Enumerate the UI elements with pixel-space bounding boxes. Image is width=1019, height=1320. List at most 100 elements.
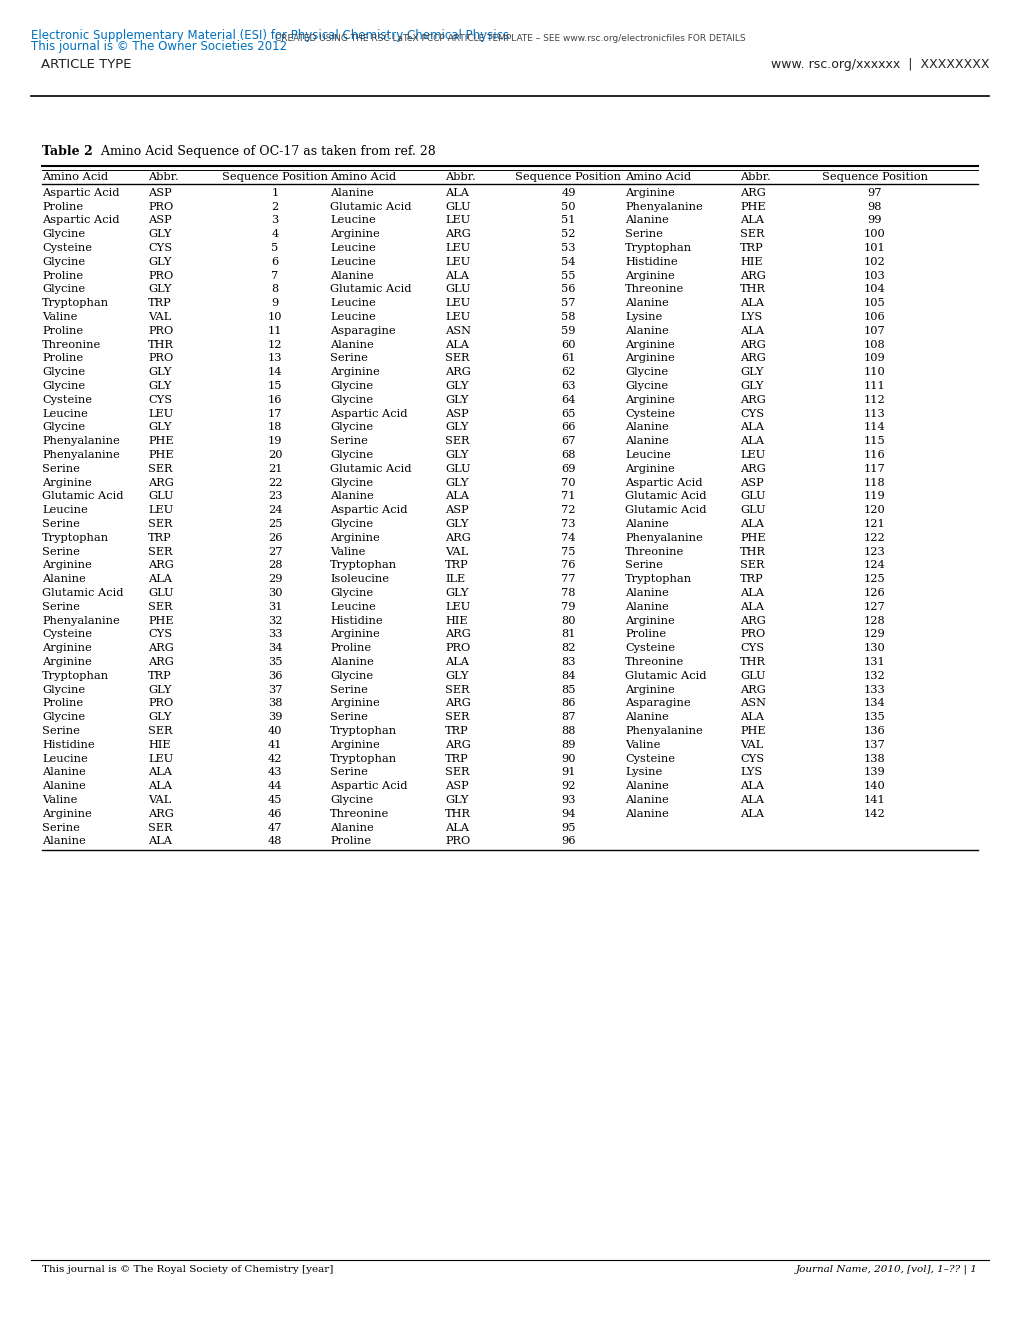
Text: Threonine: Threonine [330,809,389,818]
Text: 52: 52 [560,230,575,239]
Text: Histidine: Histidine [330,615,382,626]
Text: Glycine: Glycine [625,367,667,378]
Text: Glycine: Glycine [42,367,85,378]
Text: 68: 68 [560,450,575,459]
Text: CREATED USING THE RSC LaTeX PCCP ARTICLE TEMPLATE – SEE www.rsc.org/electronicfi: CREATED USING THE RSC LaTeX PCCP ARTICLE… [274,34,745,44]
Text: 81: 81 [560,630,575,639]
Text: GLY: GLY [444,587,468,598]
Text: CYS: CYS [739,754,763,763]
Text: 137: 137 [863,739,886,750]
Text: Alanine: Alanine [42,574,86,585]
Text: 50: 50 [560,202,575,211]
Text: 44: 44 [267,781,282,791]
Text: ASP: ASP [148,215,171,226]
Text: ARG: ARG [739,615,765,626]
Text: Arginine: Arginine [330,533,379,543]
Text: VAL: VAL [148,312,171,322]
Text: Leucine: Leucine [330,215,375,226]
Text: 62: 62 [560,367,575,378]
Text: 35: 35 [267,657,282,667]
Text: Leucine: Leucine [330,602,375,611]
Text: 55: 55 [560,271,575,281]
Text: ARG: ARG [148,478,173,487]
Text: Arginine: Arginine [330,230,379,239]
Text: 83: 83 [560,657,575,667]
Text: 82: 82 [560,643,575,653]
Text: 118: 118 [863,478,886,487]
Text: Lysine: Lysine [625,767,661,777]
Text: GLY: GLY [444,395,468,405]
Text: 120: 120 [863,506,886,515]
Text: 56: 56 [560,284,575,294]
Text: Threonine: Threonine [625,546,684,557]
Text: Cysteine: Cysteine [42,630,92,639]
Text: 111: 111 [863,381,886,391]
Text: 91: 91 [560,767,575,777]
Text: Serine: Serine [330,685,368,694]
Text: Phenyalanine: Phenyalanine [625,202,702,211]
Text: 14: 14 [267,367,282,378]
Text: Leucine: Leucine [330,298,375,308]
Text: PRO: PRO [148,354,173,363]
Text: Glycine: Glycine [42,422,85,433]
Text: Serine: Serine [42,519,79,529]
Text: 39: 39 [267,713,282,722]
Text: LYS: LYS [739,767,761,777]
Text: Serine: Serine [42,463,79,474]
Text: 54: 54 [560,257,575,267]
Text: 124: 124 [863,561,886,570]
Text: GLU: GLU [444,463,470,474]
Text: GLU: GLU [444,202,470,211]
Text: 94: 94 [560,809,575,818]
Text: 128: 128 [863,615,886,626]
Text: PRO: PRO [739,630,764,639]
Text: Glutamic Acid: Glutamic Acid [625,506,706,515]
Text: 110: 110 [863,367,886,378]
Text: Arginine: Arginine [625,339,675,350]
Text: ASP: ASP [739,478,763,487]
Text: THR: THR [148,339,174,350]
Text: HIE: HIE [444,615,467,626]
Text: 10: 10 [267,312,282,322]
Text: TRP: TRP [444,726,468,737]
Text: Serine: Serine [42,726,79,737]
Text: Arginine: Arginine [330,367,379,378]
Text: Glycine: Glycine [330,395,373,405]
Text: 89: 89 [560,739,575,750]
Text: 92: 92 [560,781,575,791]
Text: Glycine: Glycine [330,795,373,805]
Text: 131: 131 [863,657,886,667]
Text: 112: 112 [863,395,886,405]
Text: GLY: GLY [444,795,468,805]
Text: SER: SER [444,685,469,694]
Text: ARTICLE TYPE: ARTICLE TYPE [41,58,131,71]
Text: Histidine: Histidine [625,257,677,267]
Text: Tryptophan: Tryptophan [625,574,692,585]
Text: Tryptophan: Tryptophan [42,298,109,308]
Text: Leucine: Leucine [625,450,671,459]
Text: 29: 29 [267,574,282,585]
Text: 99: 99 [867,215,881,226]
Text: 67: 67 [560,436,575,446]
Text: LYS: LYS [739,312,761,322]
Text: Alanine: Alanine [42,837,86,846]
Text: Arginine: Arginine [330,698,379,709]
Text: THR: THR [739,657,765,667]
Text: ALA: ALA [739,436,763,446]
Text: GLY: GLY [444,450,468,459]
Text: Threonine: Threonine [625,657,684,667]
Text: Proline: Proline [625,630,665,639]
Text: Alanine: Alanine [625,587,668,598]
Text: PHE: PHE [739,726,764,737]
Text: Cysteine: Cysteine [625,409,675,418]
Text: Arginine: Arginine [625,463,675,474]
Text: Amino Acid: Amino Acid [330,172,395,182]
Text: 71: 71 [560,491,575,502]
Text: 27: 27 [267,546,282,557]
Text: 13: 13 [267,354,282,363]
Text: ALA: ALA [739,602,763,611]
Text: 30: 30 [267,587,282,598]
Text: Sequence Position: Sequence Position [515,172,621,182]
Text: CYS: CYS [148,630,172,639]
Text: ARG: ARG [444,698,471,709]
